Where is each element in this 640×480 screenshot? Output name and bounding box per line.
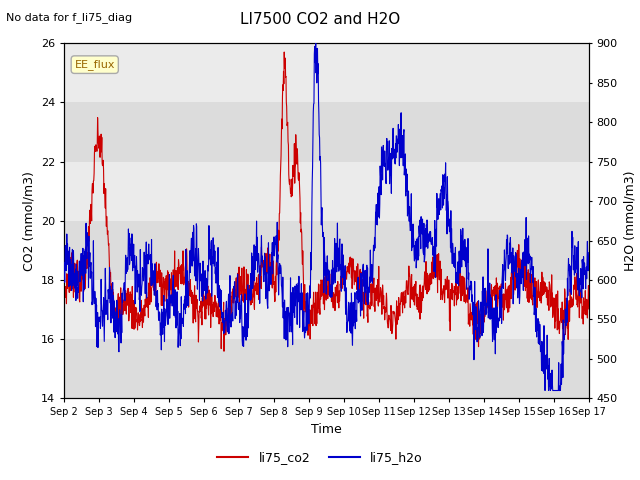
Text: LI7500 CO2 and H2O: LI7500 CO2 and H2O — [240, 12, 400, 27]
Bar — [64, 162, 589, 221]
Bar — [64, 43, 589, 102]
Bar — [64, 339, 589, 398]
Text: No data for f_li75_diag: No data for f_li75_diag — [6, 12, 132, 23]
X-axis label: Time: Time — [311, 423, 342, 436]
Y-axis label: CO2 (mmol/m3): CO2 (mmol/m3) — [22, 171, 35, 271]
Bar — [64, 280, 589, 339]
Bar — [64, 102, 589, 162]
Legend: li75_co2, li75_h2o: li75_co2, li75_h2o — [212, 446, 428, 469]
Text: EE_flux: EE_flux — [74, 59, 115, 70]
Y-axis label: H2O (mmol/m3): H2O (mmol/m3) — [623, 170, 636, 271]
Bar — [64, 221, 589, 280]
